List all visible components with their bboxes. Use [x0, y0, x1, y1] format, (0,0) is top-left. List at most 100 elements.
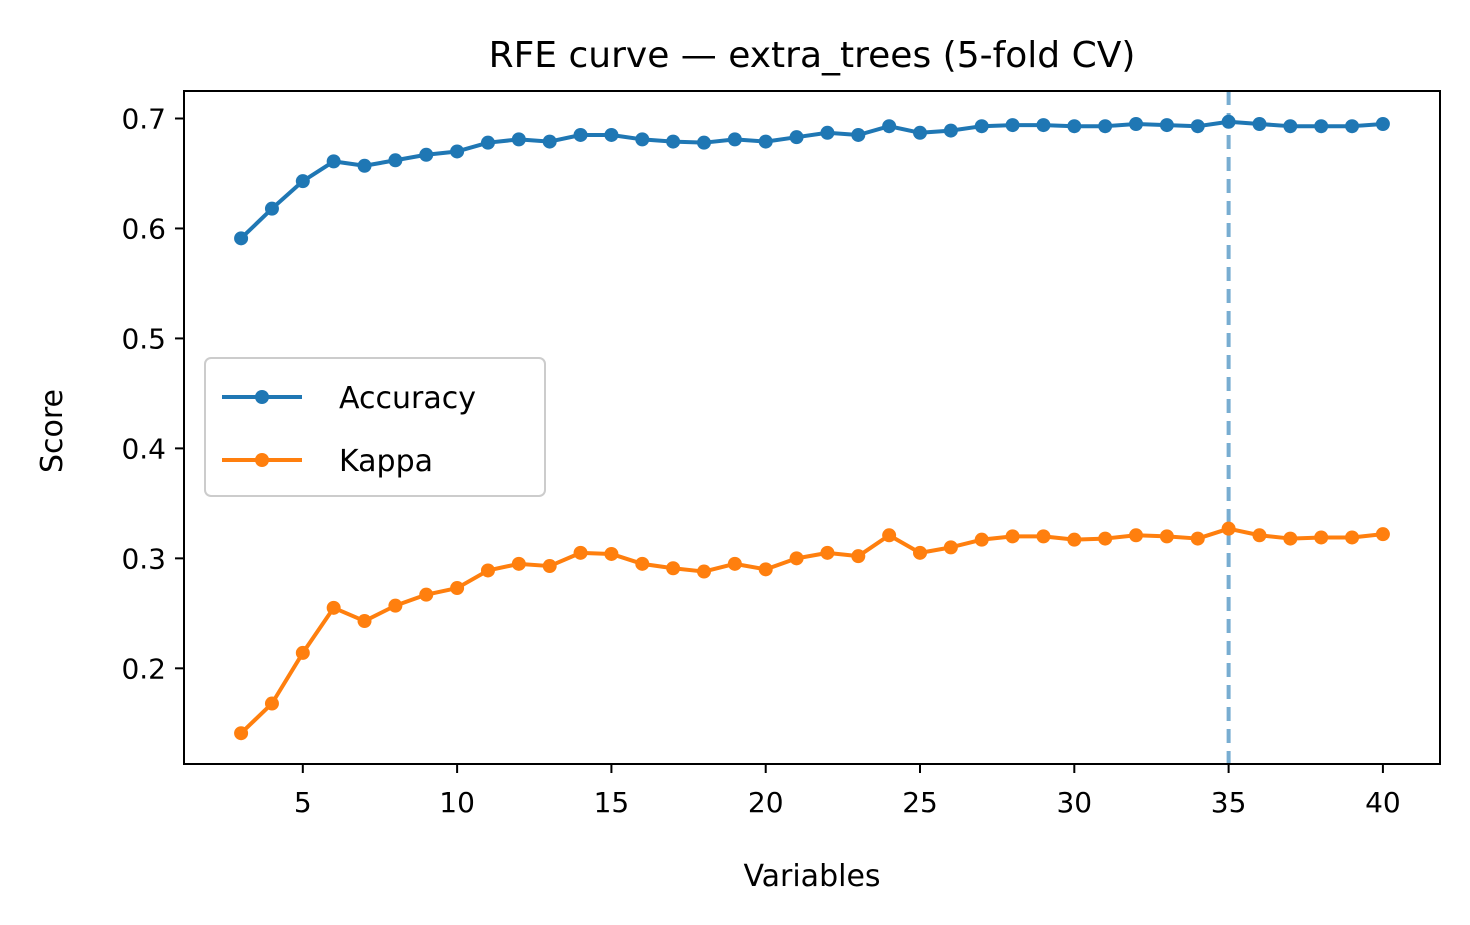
chart-title: RFE curve — extra_trees (5-fold CV)	[489, 35, 1136, 76]
data-point-kappa	[789, 551, 804, 566]
data-point-accuracy	[913, 125, 928, 140]
data-point-accuracy	[943, 123, 958, 138]
data-point-accuracy	[1283, 119, 1298, 134]
x-tick-label: 15	[594, 786, 630, 819]
y-tick-label: 0.7	[121, 102, 166, 135]
data-point-kappa	[666, 561, 681, 576]
data-point-accuracy	[1252, 116, 1267, 131]
data-point-accuracy	[1129, 116, 1144, 131]
data-point-accuracy	[1221, 114, 1236, 129]
data-point-accuracy	[511, 132, 526, 147]
data-point-kappa	[1190, 531, 1205, 546]
x-tick-label: 10	[439, 786, 475, 819]
data-point-accuracy	[1190, 119, 1205, 134]
data-point-kappa	[820, 545, 835, 560]
data-point-kappa	[1252, 528, 1267, 543]
data-point-kappa	[851, 549, 866, 564]
data-point-kappa	[1221, 521, 1236, 536]
data-point-kappa	[696, 564, 711, 579]
y-tick-label: 0.6	[121, 212, 166, 245]
plot-area	[183, 90, 1441, 765]
series-line-kappa	[239, 526, 1384, 735]
data-point-kappa	[450, 581, 465, 596]
series-line-accuracy	[239, 119, 1384, 240]
data-point-kappa	[419, 587, 434, 602]
data-point-accuracy	[696, 135, 711, 150]
data-point-kappa	[1283, 531, 1298, 546]
data-point-kappa	[234, 726, 249, 741]
data-point-kappa	[758, 562, 773, 577]
legend-label-accuracy: Accuracy	[339, 381, 476, 416]
data-point-accuracy	[450, 144, 465, 159]
x-tick-label: 30	[1056, 786, 1092, 819]
data-point-kappa	[882, 528, 897, 543]
data-point-kappa	[1129, 528, 1144, 543]
data-point-accuracy	[480, 135, 495, 150]
data-point-accuracy	[666, 134, 681, 149]
plot-frame	[183, 90, 1441, 765]
legend-marker-kappa	[255, 453, 269, 467]
data-point-kappa	[1159, 529, 1174, 544]
data-point-accuracy	[1098, 119, 1113, 134]
data-point-accuracy	[542, 134, 557, 149]
data-point-accuracy	[974, 119, 989, 134]
y-axis: 0.2 0.3 0.4 0.5 0.6 0.7	[121, 102, 184, 685]
x-axis-label: Variables	[743, 859, 880, 894]
data-point-accuracy	[1159, 118, 1174, 133]
data-point-kappa	[635, 556, 650, 571]
data-point-kappa	[727, 556, 742, 571]
data-point-accuracy	[635, 132, 650, 147]
data-point-accuracy	[388, 153, 403, 168]
data-point-kappa	[943, 540, 958, 555]
y-tick-label: 0.3	[121, 542, 166, 575]
data-point-kappa	[1036, 529, 1051, 544]
data-point-kappa	[388, 598, 403, 613]
data-point-kappa	[295, 645, 310, 660]
data-point-accuracy	[326, 154, 341, 169]
data-point-accuracy	[851, 127, 866, 142]
data-point-kappa	[573, 545, 588, 560]
y-tick-label: 0.5	[121, 322, 166, 355]
data-point-accuracy	[264, 201, 279, 216]
y-axis-label: Score	[35, 389, 70, 473]
data-point-accuracy	[1375, 116, 1390, 131]
data-point-kappa	[326, 600, 341, 615]
data-point-accuracy	[1314, 119, 1329, 134]
data-point-accuracy	[1345, 119, 1360, 134]
data-point-accuracy	[357, 158, 372, 173]
data-point-kappa	[1314, 530, 1329, 545]
data-point-kappa	[357, 614, 372, 629]
data-point-kappa	[264, 696, 279, 711]
data-point-kappa	[542, 559, 557, 574]
data-point-accuracy	[758, 134, 773, 149]
data-point-kappa	[604, 546, 619, 561]
data-point-kappa	[974, 532, 989, 547]
data-point-accuracy	[1067, 119, 1082, 134]
data-point-accuracy	[1036, 118, 1051, 133]
x-tick-label: 35	[1211, 786, 1247, 819]
legend: Accuracy Kappa	[204, 357, 546, 497]
data-point-accuracy	[820, 125, 835, 140]
data-point-kappa	[480, 563, 495, 578]
data-point-kappa	[511, 556, 526, 571]
data-point-accuracy	[573, 127, 588, 142]
x-tick-label: 40	[1365, 786, 1401, 819]
legend-marker-accuracy	[255, 390, 269, 404]
x-tick-label: 20	[748, 786, 784, 819]
data-point-kappa	[1067, 532, 1082, 547]
data-point-accuracy	[882, 119, 897, 134]
data-point-kappa	[1345, 530, 1360, 545]
legend-label-kappa: Kappa	[339, 444, 433, 479]
data-point-kappa	[913, 545, 928, 560]
data-point-accuracy	[234, 231, 249, 246]
data-point-kappa	[1005, 529, 1020, 544]
data-point-kappa	[1098, 531, 1113, 546]
data-point-accuracy	[295, 174, 310, 189]
y-tick-label: 0.2	[121, 652, 166, 685]
y-tick-label: 0.4	[121, 432, 166, 465]
data-point-accuracy	[727, 132, 742, 147]
data-point-kappa	[1375, 527, 1390, 542]
data-point-accuracy	[1005, 118, 1020, 133]
data-point-accuracy	[789, 130, 804, 145]
